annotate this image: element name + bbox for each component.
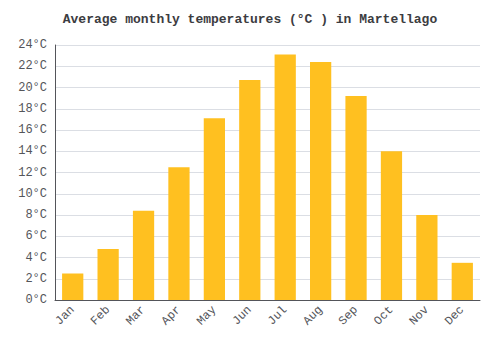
svg-text:18°C: 18°C <box>18 102 47 116</box>
svg-text:22°C: 22°C <box>18 59 47 73</box>
svg-text:May: May <box>194 303 219 328</box>
svg-text:Average monthly temperatures (: Average monthly temperatures (°C ) in Ma… <box>63 12 438 27</box>
svg-text:Oct: Oct <box>371 303 396 328</box>
svg-text:16°C: 16°C <box>18 123 47 137</box>
svg-text:Sep: Sep <box>336 303 361 328</box>
svg-text:6°C: 6°C <box>25 229 47 243</box>
svg-text:24°C: 24°C <box>18 38 47 52</box>
svg-text:Mar: Mar <box>123 303 148 328</box>
svg-text:20°C: 20°C <box>18 81 47 95</box>
svg-text:Apr: Apr <box>159 303 184 328</box>
svg-text:Jun: Jun <box>230 303 255 328</box>
svg-text:Jul: Jul <box>265 303 290 328</box>
svg-text:12°C: 12°C <box>18 166 47 180</box>
svg-text:4°C: 4°C <box>25 251 47 265</box>
svg-text:8°C: 8°C <box>25 208 47 222</box>
svg-text:Aug: Aug <box>300 303 325 328</box>
svg-text:10°C: 10°C <box>18 187 47 201</box>
svg-text:14°C: 14°C <box>18 144 47 158</box>
svg-text:Nov: Nov <box>407 303 432 328</box>
svg-text:Feb: Feb <box>88 303 113 328</box>
svg-text:2°C: 2°C <box>25 272 47 286</box>
svg-text:0°C: 0°C <box>25 293 47 307</box>
svg-text:Dec: Dec <box>442 303 467 328</box>
svg-text:Jan: Jan <box>53 303 78 328</box>
